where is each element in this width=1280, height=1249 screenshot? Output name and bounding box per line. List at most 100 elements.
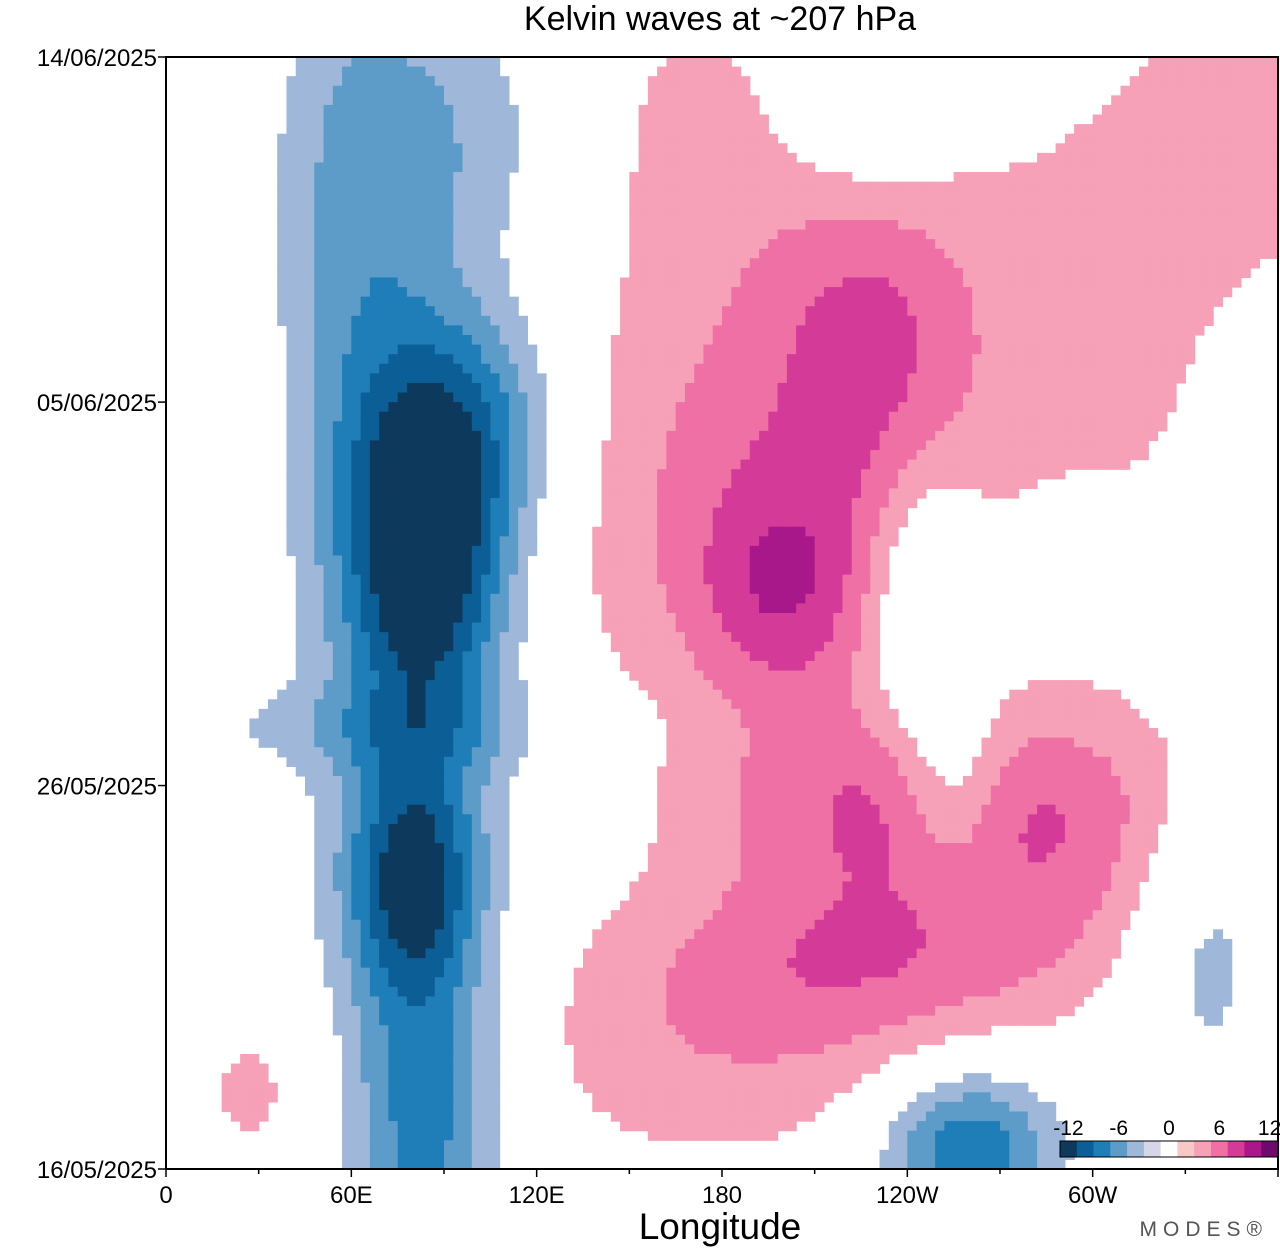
field-cell (842, 574, 853, 585)
field-cell (499, 440, 510, 451)
field-cell (740, 440, 751, 451)
field-cell (888, 488, 899, 499)
field-cell (601, 613, 612, 624)
field-cell (314, 104, 325, 116)
field-cell (898, 459, 908, 470)
field-cell (898, 507, 908, 518)
field-cell (740, 210, 751, 221)
field-cell (666, 143, 677, 154)
field-cell (740, 191, 751, 202)
field-cell (823, 306, 834, 317)
field-cell (295, 536, 306, 547)
field-cell (777, 651, 788, 662)
field-cell (1037, 354, 1047, 365)
field-cell (684, 296, 695, 307)
field-cell (1176, 124, 1186, 135)
field-cell (1046, 181, 1057, 192)
field-cell (406, 315, 417, 327)
field-cell (935, 315, 945, 327)
field-cell (879, 488, 890, 499)
field-cell (1101, 402, 1112, 413)
field-cell (981, 430, 992, 442)
field-cell (898, 440, 908, 451)
field-cell (675, 114, 686, 125)
field-cell (1231, 114, 1242, 125)
field-cell (777, 248, 788, 259)
field-cell (1083, 450, 1094, 461)
field-cell (842, 632, 853, 643)
field-cell (434, 565, 445, 576)
field-cell (1148, 248, 1159, 259)
field-cell (444, 344, 454, 355)
field-cell (462, 507, 473, 518)
field-cell (786, 488, 797, 499)
field-cell (462, 680, 473, 691)
field-cell (749, 699, 760, 710)
field-cell (870, 248, 881, 259)
field-cell (712, 143, 723, 154)
field-cell (499, 306, 510, 317)
field-cell (397, 459, 408, 470)
field-cell (759, 411, 769, 422)
field-cell (481, 411, 491, 422)
field-cell (712, 622, 723, 633)
field-cell (768, 517, 779, 528)
field-cell (490, 306, 501, 317)
field-cell (416, 229, 427, 240)
field-cell (740, 239, 751, 250)
field-cell (295, 382, 306, 394)
field-cell (935, 191, 945, 202)
field-cell (861, 325, 871, 336)
field-cell (1157, 57, 1168, 68)
field-cell (1027, 248, 1038, 259)
field-cell (703, 699, 714, 710)
field-cell (666, 267, 677, 279)
field-cell (1101, 411, 1112, 422)
field-cell (916, 450, 927, 461)
field-cell (1074, 689, 1084, 700)
field-cell (647, 517, 658, 528)
field-cell (925, 430, 936, 442)
field-cell (759, 574, 769, 585)
field-cell (388, 85, 399, 96)
field-cell (471, 689, 482, 700)
field-cell (749, 545, 760, 557)
field-cell (1176, 57, 1186, 68)
field-cell (379, 296, 389, 307)
field-cell (1157, 354, 1168, 365)
field-cell (731, 440, 742, 451)
field-cell (1157, 210, 1168, 221)
field-cell (647, 459, 658, 470)
field-cell (610, 440, 621, 451)
field-cell (851, 306, 862, 317)
field-cell (453, 85, 464, 96)
field-cell (638, 277, 649, 288)
field-cell (462, 402, 473, 413)
field-cell (1231, 85, 1242, 96)
field-cell (490, 670, 501, 681)
field-cell (629, 507, 640, 518)
field-cell (1064, 267, 1075, 279)
field-cell (759, 507, 769, 518)
field-cell (786, 507, 797, 518)
field-cell (629, 651, 640, 662)
field-cell (694, 488, 705, 499)
field-cell (796, 699, 806, 710)
field-cell (369, 181, 380, 192)
field-cell (703, 459, 714, 470)
field-cell (879, 689, 890, 700)
field-cell (360, 497, 371, 509)
field-cell (397, 660, 408, 672)
field-cell (1240, 181, 1251, 192)
field-cell (1027, 181, 1038, 192)
anomaly-field (221, 57, 1278, 1169)
field-cell (768, 133, 779, 144)
field-cell (453, 459, 464, 470)
field-cell (712, 133, 723, 144)
field-cell (388, 306, 399, 317)
field-cell (444, 478, 454, 489)
field-cell (369, 382, 380, 394)
field-cell (749, 124, 760, 135)
field-cell (1037, 411, 1047, 422)
field-cell (842, 593, 853, 605)
